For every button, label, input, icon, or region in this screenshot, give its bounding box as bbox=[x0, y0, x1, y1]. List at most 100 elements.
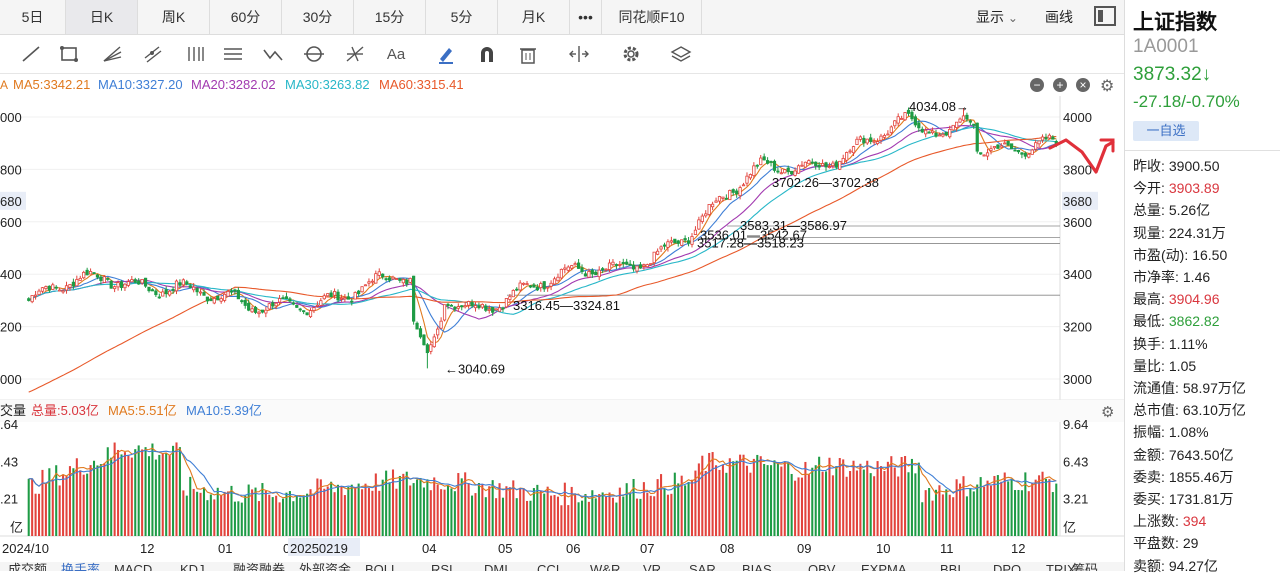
volume-bar bbox=[1041, 471, 1044, 536]
candle-body bbox=[449, 304, 454, 307]
candle-body bbox=[941, 133, 945, 137]
add-watchlist-button[interactable]: 一自选 bbox=[1133, 121, 1199, 141]
more-tabs-button[interactable]: ••• bbox=[570, 0, 602, 34]
indicator-tab[interactable]: VR bbox=[643, 562, 661, 571]
stat-label: 市净率: bbox=[1133, 269, 1179, 285]
wave-tool-icon[interactable] bbox=[260, 42, 286, 66]
candle-body bbox=[985, 152, 990, 157]
indicator-tab[interactable]: EXPMA bbox=[861, 562, 907, 571]
volume-bar bbox=[55, 465, 58, 536]
candle-body bbox=[635, 265, 639, 272]
indicator-tab[interactable]: 融资融券 bbox=[233, 562, 285, 571]
kline-chart-area[interactable]: 000 800 680 600 400 200 000 4000 3800 3680 3600 340… bbox=[0, 96, 1124, 571]
marker-icon[interactable] bbox=[433, 42, 459, 66]
tab-60min[interactable]: 60分 bbox=[210, 0, 282, 34]
candle-body bbox=[99, 276, 103, 281]
text-tool-icon[interactable]: Aa bbox=[386, 45, 406, 63]
candle-body bbox=[161, 291, 165, 297]
indicator-tab[interactable]: 成交额 bbox=[8, 562, 47, 571]
line-tool-icon[interactable] bbox=[18, 42, 44, 66]
stat-row: 金额: 7643.50亿 bbox=[1133, 444, 1280, 466]
indicator-tab[interactable]: W&R bbox=[590, 562, 620, 571]
volume-bar bbox=[357, 483, 360, 536]
candle-body bbox=[312, 307, 316, 311]
tab-daily-k[interactable]: 日K bbox=[66, 0, 138, 34]
chips-tab[interactable]: 筹码 bbox=[1072, 562, 1098, 571]
display-menu[interactable]: 显示 ⌄ bbox=[976, 0, 1018, 34]
indicator-tab[interactable]: MACD bbox=[114, 562, 152, 571]
candle-body bbox=[735, 190, 739, 195]
candle-body bbox=[164, 289, 168, 295]
candle-body bbox=[546, 286, 550, 289]
tab-f10[interactable]: 同花顺F10 bbox=[602, 0, 702, 34]
indicator-tab[interactable]: SAR bbox=[689, 562, 716, 571]
gann-tool-icon[interactable] bbox=[342, 42, 368, 66]
date-tick: 07 bbox=[640, 541, 654, 556]
indicator-tab[interactable]: 外部资金 bbox=[299, 562, 351, 571]
stat-value: 3900.50 bbox=[1168, 158, 1220, 174]
panel-toggle-icon[interactable] bbox=[1094, 6, 1116, 26]
indicator-tab[interactable]: KDJ bbox=[180, 562, 205, 571]
tab-15min[interactable]: 15分 bbox=[354, 0, 426, 34]
parallel-tool-icon[interactable] bbox=[182, 42, 208, 66]
stat-label: 量比: bbox=[1133, 357, 1165, 374]
candle-body bbox=[494, 308, 498, 311]
indicator-tab[interactable]: 换手率 bbox=[61, 562, 100, 571]
indicator-tab[interactable]: CCI bbox=[537, 562, 559, 571]
channel-tool-icon[interactable] bbox=[140, 42, 166, 66]
volume-gear-icon[interactable]: ⚙ bbox=[1101, 404, 1114, 421]
tab-5min[interactable]: 5分 bbox=[426, 0, 498, 34]
stat-label: 委买: bbox=[1133, 491, 1165, 507]
zoom-out-icon[interactable]: − bbox=[1030, 78, 1044, 92]
candle-body bbox=[405, 279, 409, 285]
indicator-tab[interactable]: BIAS bbox=[742, 562, 772, 571]
stat-value: 1.11% bbox=[1168, 335, 1208, 352]
candle-body bbox=[82, 271, 86, 279]
volume-bar bbox=[96, 465, 99, 536]
fan-tool-icon[interactable] bbox=[99, 42, 125, 66]
volume-bar bbox=[831, 475, 834, 536]
indicator-tab[interactable]: RSI bbox=[431, 562, 453, 571]
layers-icon[interactable] bbox=[668, 42, 694, 66]
volume-tick-right: 9.64 bbox=[1063, 417, 1088, 432]
volume-bar bbox=[336, 484, 340, 536]
volume-bar bbox=[838, 458, 841, 536]
tab-30min[interactable]: 30分 bbox=[282, 0, 354, 34]
settings-icon[interactable] bbox=[618, 42, 644, 66]
volume-tick-right: 亿 bbox=[1063, 520, 1076, 535]
indicator-tab[interactable]: BOLL bbox=[365, 562, 398, 571]
fib-tool-icon[interactable] bbox=[220, 42, 246, 66]
volume-bar bbox=[821, 471, 824, 536]
volume-bar bbox=[605, 496, 608, 536]
tab-weekly-k[interactable]: 周K bbox=[138, 0, 210, 34]
indicator-tab[interactable]: DMI bbox=[484, 562, 508, 571]
tab-5day[interactable]: 5日 bbox=[0, 0, 66, 34]
measure-icon[interactable] bbox=[566, 42, 592, 66]
indicator-tab[interactable]: DPO bbox=[993, 562, 1021, 571]
volume-bar bbox=[319, 479, 322, 536]
candle-body bbox=[786, 167, 790, 173]
rect-tool-icon[interactable] bbox=[56, 42, 82, 66]
cycle-tool-icon[interactable] bbox=[301, 42, 327, 66]
volume-bar bbox=[725, 472, 728, 536]
candle-body bbox=[882, 135, 887, 138]
indicator-tab[interactable]: BBI bbox=[940, 562, 961, 571]
kline-svg[interactable]: 000 800 680 600 400 200 000 4000 3800 3680 3600 340… bbox=[0, 96, 1124, 571]
zoom-in-icon[interactable]: + bbox=[1053, 78, 1067, 92]
stat-value: 58.97万亿 bbox=[1182, 380, 1246, 396]
candle-body bbox=[656, 250, 660, 255]
indicator-tab[interactable]: OBV bbox=[808, 562, 836, 571]
gear-icon[interactable]: ⚙ bbox=[1100, 78, 1115, 95]
magnet-icon[interactable] bbox=[474, 42, 500, 66]
volume-bar bbox=[192, 488, 195, 536]
drawline-button[interactable]: 画线 bbox=[1045, 9, 1073, 25]
close-icon[interactable]: × bbox=[1076, 78, 1090, 92]
indicator-tab[interactable]: TRIX bbox=[1046, 562, 1076, 571]
trash-icon[interactable] bbox=[515, 42, 541, 66]
volume-bar bbox=[168, 455, 171, 536]
tab-monthly-k[interactable]: 月K bbox=[498, 0, 570, 34]
volume-bar bbox=[436, 484, 439, 536]
hand-drawn-arrowhead bbox=[1099, 138, 1115, 153]
crosshair-label-bg bbox=[0, 191, 26, 210]
candle-body bbox=[724, 197, 728, 200]
